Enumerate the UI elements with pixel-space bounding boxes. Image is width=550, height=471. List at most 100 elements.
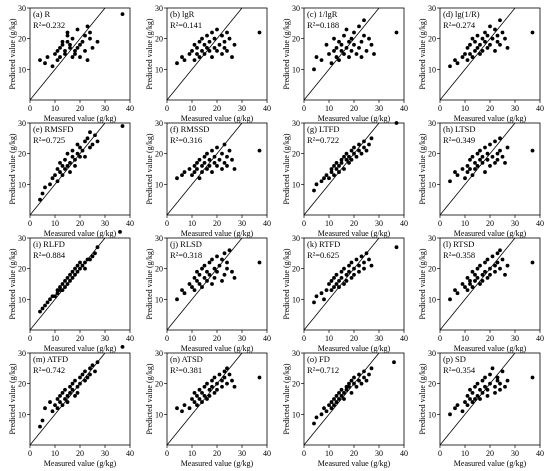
data-point [200, 390, 204, 395]
data-point [78, 381, 82, 386]
data-point [192, 288, 197, 293]
data-point [357, 378, 361, 383]
data-point [483, 384, 487, 389]
data-point [215, 387, 219, 392]
data-point [55, 49, 60, 53]
data-point [480, 36, 485, 41]
data-point [197, 157, 202, 162]
data-point [187, 167, 192, 171]
data-point [195, 167, 199, 171]
x-axis-label: Measured value (g/kg) [44, 459, 117, 468]
x-tick-label: 0 [438, 449, 442, 458]
data-point [182, 170, 187, 174]
data-point [210, 30, 214, 35]
data-point [470, 154, 475, 159]
x-tick-label: 30 [511, 334, 519, 343]
data-point [498, 18, 502, 23]
data-point [225, 30, 229, 35]
data-point [339, 275, 344, 280]
data-point [38, 197, 42, 202]
data-point [60, 390, 65, 395]
data-point [495, 260, 500, 265]
data-point [493, 269, 497, 274]
data-point [362, 260, 366, 265]
data-point [453, 288, 457, 293]
data-point [78, 266, 82, 271]
data-point [465, 275, 470, 280]
data-point [327, 52, 331, 56]
data-point [83, 33, 87, 38]
y-axis-label: Predicted value (g/kg) [282, 248, 291, 319]
x-tick-label: 20 [76, 449, 84, 458]
data-point [63, 167, 67, 171]
r-squared-label: R²=0.141 [170, 20, 202, 30]
data-point [480, 272, 485, 277]
panel-label: (o) FD [307, 354, 330, 364]
data-point [227, 248, 232, 253]
data-point [225, 49, 229, 53]
r-squared-label: R²=0.232 [33, 20, 65, 30]
data-point [58, 160, 62, 165]
data-point [483, 375, 487, 380]
data-point [60, 403, 65, 408]
data-point [215, 254, 219, 259]
panel-label: (n) ATSD [170, 354, 203, 364]
x-tick-label: 0 [165, 104, 169, 113]
data-point [352, 375, 356, 380]
data-point [95, 245, 100, 250]
data-point [75, 45, 80, 50]
data-point [68, 160, 72, 165]
y-tick-label: 30 [292, 4, 300, 13]
data-point [367, 372, 371, 377]
data-point [322, 406, 326, 411]
data-point [60, 173, 65, 178]
data-point [215, 49, 219, 53]
data-point [55, 167, 60, 171]
data-point [485, 45, 490, 50]
x-axis-label: Measured value (g/kg) [44, 229, 117, 238]
data-point [205, 279, 209, 283]
y-tick-label: 10 [155, 180, 163, 189]
y-axis-label: Predicted value (g/kg) [418, 363, 427, 434]
data-point [314, 55, 319, 59]
data-point [210, 55, 214, 59]
x-tick-label: 0 [302, 104, 306, 113]
data-point [58, 170, 62, 174]
panel-label: (i) RLFD [33, 239, 65, 249]
data-point [43, 61, 47, 66]
data-point [65, 151, 70, 156]
data-point [342, 52, 346, 56]
data-point [217, 263, 222, 268]
data-point [314, 294, 319, 299]
x-tick-label: 10 [325, 449, 333, 458]
x-axis-label: Measured value (g/kg) [454, 229, 527, 238]
x-tick-label: 0 [438, 219, 442, 228]
data-point [367, 142, 371, 147]
data-point [225, 381, 229, 386]
x-tick-label: 10 [461, 104, 469, 113]
x-tick-label: 0 [438, 334, 442, 343]
data-point [220, 257, 224, 262]
data-point [212, 275, 217, 280]
data-point [232, 167, 237, 171]
data-point [448, 179, 452, 184]
y-tick-label: 10 [428, 65, 436, 74]
x-tick-label: 40 [126, 334, 134, 343]
data-point [60, 288, 65, 293]
data-point [319, 291, 324, 296]
data-point [95, 39, 100, 44]
data-point [344, 151, 349, 156]
data-point [503, 36, 507, 41]
data-point [58, 285, 62, 289]
data-point [210, 257, 214, 262]
data-point [212, 375, 217, 380]
data-point [362, 145, 366, 150]
data-point [324, 42, 329, 47]
one-to-one-line [29, 352, 106, 446]
data-point [337, 279, 341, 283]
